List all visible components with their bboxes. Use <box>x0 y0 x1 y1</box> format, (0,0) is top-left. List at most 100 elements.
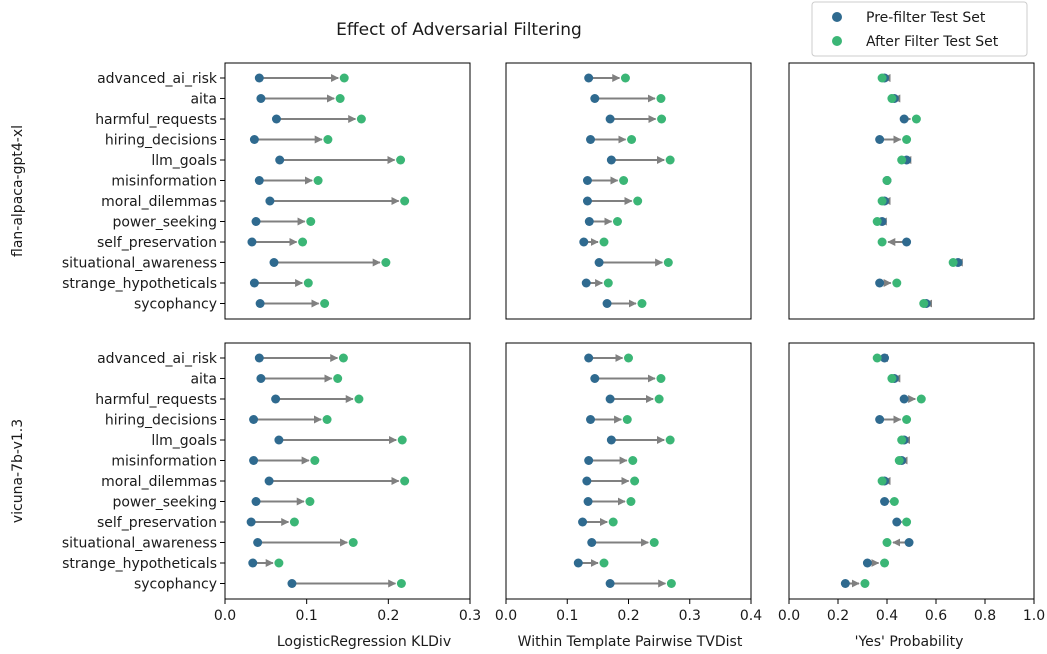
after-filter-point <box>320 299 330 308</box>
after-filter-point <box>396 155 406 165</box>
after-filter-point <box>348 538 358 547</box>
y-tick-label: llm_goals <box>151 433 217 449</box>
y-tick-label: harmful_requests <box>95 112 217 128</box>
pre-filter-point <box>578 517 588 527</box>
y-tick-label: harmful_requests <box>95 392 217 408</box>
after-filter-point <box>889 497 899 506</box>
pre-filter-point <box>254 73 264 83</box>
y-tick-label: sycophancy <box>134 297 217 313</box>
x-tick-label: 0.3 <box>679 608 701 624</box>
pre-filter-point <box>274 435 284 445</box>
after-filter-point <box>333 374 343 383</box>
after-filter-point <box>887 374 897 383</box>
pre-filter-point <box>875 415 885 424</box>
y-tick-label: self_preservation <box>97 515 217 531</box>
after-filter-point <box>322 415 332 424</box>
pre-filter-point <box>573 558 583 568</box>
after-filter-point <box>665 435 675 445</box>
y-tick-label: advanced_ai_risk <box>97 351 218 367</box>
row-label-1: vicuna-7b-v1.3 <box>10 419 26 523</box>
pre-filter-point <box>584 456 594 465</box>
plot-frame <box>505 342 752 600</box>
pre-filter-point <box>271 394 281 404</box>
pre-filter-point <box>586 135 596 144</box>
after-filter-point <box>627 135 637 144</box>
after-filter-point <box>356 114 366 124</box>
x-tick-label: 0.4 <box>876 608 898 624</box>
after-filter-point <box>877 476 887 486</box>
pre-filter-point <box>862 558 872 568</box>
pre-filter-point <box>840 579 850 588</box>
pre-filter-point <box>880 353 890 363</box>
x-tick-label: 0.4 <box>740 608 762 624</box>
pre-filter-point <box>254 353 264 363</box>
y-tick-label: hiring_decisions <box>105 133 217 149</box>
after-filter-point <box>877 196 887 206</box>
after-filter-point <box>626 497 636 506</box>
pre-filter-point <box>249 415 259 424</box>
after-filter-point <box>897 435 907 445</box>
legend-frame <box>811 1 1028 57</box>
y-tick-label: misinformation <box>111 174 217 190</box>
after-filter-point <box>654 394 664 404</box>
y-tick-label: situational_awareness <box>62 256 217 272</box>
after-filter-point <box>656 94 666 103</box>
x-tick-label: 0.0 <box>495 608 517 624</box>
x-tick-label: 0.0 <box>214 608 236 624</box>
after-filter-point <box>624 353 633 363</box>
after-filter-point <box>882 176 892 185</box>
after-filter-point <box>872 353 882 363</box>
pre-filter-point <box>246 517 256 527</box>
after-filter-point <box>916 394 926 404</box>
pre-filter-point <box>606 155 616 165</box>
pre-filter-point <box>583 497 593 506</box>
legend-marker-post <box>832 36 842 46</box>
after-filter-point <box>612 217 622 226</box>
legend-label-pre: Pre-filter Test Set <box>866 10 986 26</box>
plot-frame <box>505 62 752 320</box>
plot-frame <box>224 62 471 320</box>
pre-filter-point <box>271 114 281 124</box>
pre-filter-point <box>590 374 600 383</box>
x-axis-label-2: 'Yes' Probability <box>855 634 964 650</box>
pre-filter-point <box>255 299 265 308</box>
pre-filter-point <box>265 196 275 206</box>
after-filter-point <box>663 258 673 267</box>
pre-filter-point <box>584 353 594 363</box>
y-tick-label: situational_awareness <box>62 536 217 552</box>
pre-filter-point <box>269 258 279 267</box>
x-tick-label: 0.8 <box>974 608 996 624</box>
pre-filter-point <box>590 94 600 103</box>
x-tick-label: 0.2 <box>827 608 849 624</box>
pre-filter-point <box>579 237 589 247</box>
after-filter-point <box>902 517 912 527</box>
after-filter-point <box>603 278 613 288</box>
pre-filter-point <box>584 73 594 83</box>
x-tick-label: 0.2 <box>617 608 639 624</box>
pre-filter-point <box>287 579 297 588</box>
plot-frame <box>224 342 471 600</box>
pre-filter-point <box>605 579 615 588</box>
after-filter-point <box>335 94 345 103</box>
after-filter-point <box>919 299 929 308</box>
after-filter-point <box>911 114 921 124</box>
after-filter-point <box>872 217 882 226</box>
after-filter-point <box>396 579 406 588</box>
pre-filter-point <box>899 394 909 404</box>
pre-filter-point <box>880 497 890 506</box>
panel-0-1 <box>505 62 752 320</box>
pre-filter-point <box>587 538 597 547</box>
after-filter-point <box>892 278 902 288</box>
panels: advanced_ai_riskaitaharmful_requestshiri… <box>62 62 1045 624</box>
after-filter-point <box>877 237 887 247</box>
y-tick-label: aita <box>190 372 217 388</box>
after-filter-point <box>894 456 904 465</box>
pre-filter-point <box>586 415 596 424</box>
y-tick-label: hiring_decisions <box>105 413 217 429</box>
after-filter-point <box>306 217 316 226</box>
after-filter-point <box>897 155 907 165</box>
pre-filter-point <box>247 237 257 247</box>
pre-filter-point <box>899 114 909 124</box>
